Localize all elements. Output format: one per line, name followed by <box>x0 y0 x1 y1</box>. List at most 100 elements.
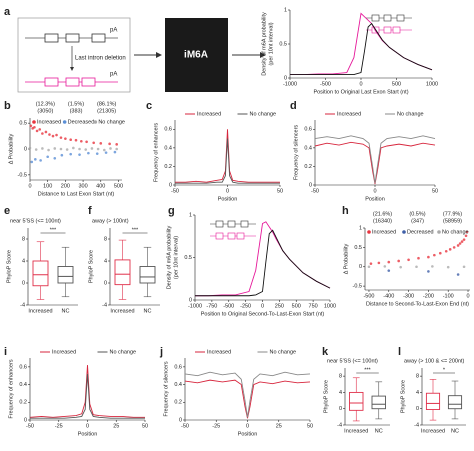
y-tick-label: 0 <box>104 280 107 286</box>
x-tick-label: 200 <box>61 183 70 189</box>
scatter-point <box>407 258 410 262</box>
scatter-point <box>72 146 75 150</box>
x-tick-label: 250 <box>275 303 284 309</box>
scatter-point <box>427 270 430 273</box>
x-tick-label: 0 <box>28 183 31 189</box>
line-series <box>30 373 145 419</box>
exon <box>81 77 96 87</box>
y-tick-label: 0.2 <box>164 164 172 170</box>
y-axis-label: Frequency of silencers <box>293 125 299 181</box>
scatter-point <box>29 124 33 128</box>
y-tick-label: 8 <box>339 374 342 380</box>
scatter-point <box>78 153 81 156</box>
group-label: (383) <box>70 108 83 114</box>
box <box>349 391 364 411</box>
legend-label: No change <box>250 111 277 117</box>
scatter-point <box>456 244 460 247</box>
y-tick-label: 0.5 <box>184 255 192 261</box>
x-tick-label: -100 <box>443 293 454 299</box>
x-tick-label: 0 <box>226 188 229 194</box>
y-tick-label: 0 <box>189 297 192 303</box>
model-box <box>165 18 228 92</box>
y-tick-label: 0 <box>179 417 182 423</box>
group-label: (16340) <box>373 218 392 224</box>
significance-label: *** <box>364 367 371 373</box>
legend-swatch <box>402 230 406 234</box>
scatter-point <box>74 138 78 142</box>
box <box>425 392 441 410</box>
scatter-point <box>85 140 88 144</box>
scatter-point <box>69 152 72 156</box>
group-label: (21305) <box>97 108 116 114</box>
scatter-point <box>35 129 39 133</box>
scatter-point <box>30 160 34 164</box>
y-tick-label: 4 <box>416 390 419 396</box>
scatter-point <box>41 147 44 150</box>
scatter-point <box>383 265 387 268</box>
y-tick-label: 0 <box>309 182 312 188</box>
y-axis-label: Density of m6A probability <box>261 12 267 76</box>
x-tick-label: -50 <box>311 188 319 194</box>
scatter-point <box>104 151 108 154</box>
x-axis-label: Position <box>238 431 258 437</box>
y-axis-label: Frequency of enhancers <box>153 123 159 183</box>
x-tick-label: 0 <box>246 423 249 429</box>
significance-label: *** <box>50 227 57 233</box>
schematic-frame <box>17 17 131 93</box>
scatter-point <box>55 133 58 137</box>
y-axis-label: PhyloP Score <box>400 380 406 413</box>
scatter-point <box>427 255 430 259</box>
group-label: (21.6%) <box>373 211 392 217</box>
group-label: (0.5%) <box>409 211 425 217</box>
x-tick-label: -1000 <box>188 303 202 309</box>
x-tick-label: 0 <box>373 188 376 194</box>
y-axis-label: Δ Probability <box>8 133 14 164</box>
x-tick-label: 300 <box>78 183 87 189</box>
scatter-point <box>99 142 103 145</box>
y-tick-label: 0.5 <box>19 121 27 127</box>
x-tick-label: -250 <box>240 303 251 309</box>
panel-letter: b <box>4 100 11 112</box>
scatter-point <box>59 136 63 139</box>
legend-label: Increased <box>207 349 231 355</box>
exon <box>91 33 106 43</box>
scatter-point <box>64 137 67 140</box>
box <box>32 260 49 287</box>
scatter-point <box>60 153 64 157</box>
x-tick-label: -500 <box>320 81 331 87</box>
scatter-point <box>417 256 420 260</box>
y-tick-label: 0.2 <box>174 400 182 406</box>
panel-letter: k <box>322 346 329 358</box>
panel-letter: d <box>290 100 297 112</box>
y-axis-label: Frequency of silencers <box>163 361 169 417</box>
y-tick-label: -4 <box>102 302 107 308</box>
y-tick-label: 1 <box>359 225 362 231</box>
scatter-point <box>46 155 49 159</box>
y-tick-label: 0 <box>284 75 287 81</box>
y-tick-label: 0.2 <box>304 164 312 170</box>
x-tick-label: -500 <box>363 293 374 299</box>
scatter-point <box>399 265 402 269</box>
x-tick-label: 25 <box>113 423 119 429</box>
y-tick-label: 0 <box>24 417 27 423</box>
x-tick-label: -750 <box>206 303 217 309</box>
x-tick-label: 1000 <box>324 303 336 309</box>
scatter-point <box>47 148 50 152</box>
scatter-point <box>84 148 88 151</box>
x-tick-label: -50 <box>181 423 189 429</box>
x-tick-label: -400 <box>383 293 394 299</box>
y-tick-label: -4 <box>20 302 25 308</box>
panel-letter: c <box>146 100 152 112</box>
scatter-point <box>90 147 94 150</box>
y-tick-label: 0.6 <box>164 127 172 133</box>
y-tick-label: -0.5 <box>18 172 27 178</box>
legend-swatch <box>93 120 98 124</box>
scatter-point <box>458 242 462 245</box>
y-tick-label: 0 <box>22 280 25 286</box>
box <box>371 395 386 410</box>
legend-label: Decreased <box>68 119 95 125</box>
x-tick-label: 400 <box>96 183 105 189</box>
x-tick-label: 500 <box>114 183 123 189</box>
scatter-point <box>369 262 373 265</box>
scatter-point <box>465 230 469 234</box>
